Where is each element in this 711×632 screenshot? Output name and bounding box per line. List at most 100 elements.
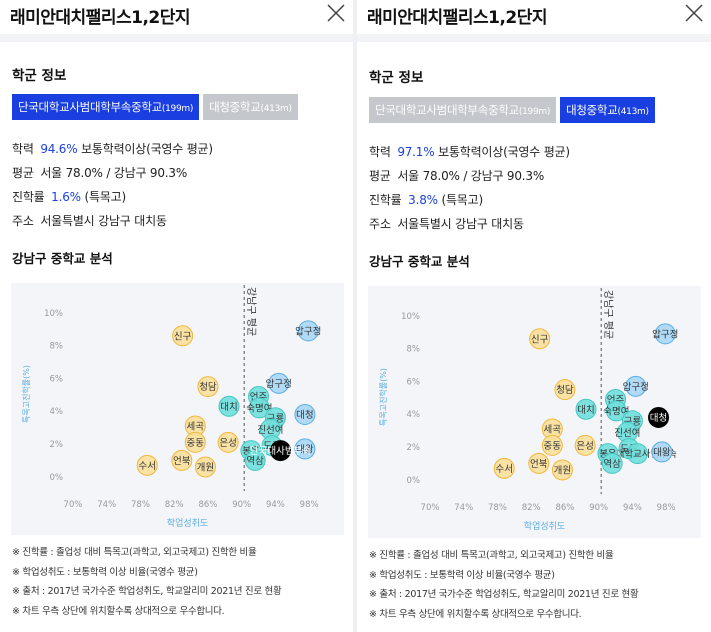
school-point: 숙명여	[603, 400, 629, 422]
school-point: 중동	[184, 431, 206, 453]
close-icon[interactable]	[325, 2, 347, 24]
tab-distance: (199m)	[518, 107, 551, 117]
point-bubble	[648, 406, 670, 428]
x-tick-label: 98%	[657, 503, 676, 513]
school-tabs: 단국대학교사범대학부속중학교(199m) 대청중학교(413m)	[12, 94, 302, 120]
point-label: 중동	[544, 441, 562, 452]
info-label: 진학률	[369, 193, 402, 207]
point-bubble	[297, 320, 319, 342]
footnote: ※ 학업성취도 : 보통학력 이상 비율(국영수 평균)	[12, 566, 198, 578]
point-label: 진선여	[257, 424, 283, 436]
x-tick-label: 98%	[300, 500, 319, 510]
address-text: 서울특별시 강남구 대치동	[40, 214, 167, 228]
point-label: 세곡	[187, 421, 205, 432]
info-label: 평균	[12, 166, 34, 180]
point-bubble	[269, 440, 291, 462]
school-point: 대왕	[294, 438, 316, 460]
x-tick-label: 82%	[165, 500, 184, 510]
point-label: 개원	[554, 465, 571, 476]
school-point: 역삼	[244, 449, 266, 471]
school-point: 중동	[541, 434, 563, 456]
point-bubble	[528, 452, 550, 474]
point-label: 언북	[173, 455, 191, 467]
scatter-chart-svg: 0% 2% 4% 6% 8% 10% 70% 74% 78% 82% 86% 90% 94% 98% 학업성…	[378, 288, 678, 532]
school-point: 청담	[197, 376, 219, 398]
advance-desc: (특목고)	[441, 193, 483, 207]
info-label: 주소	[12, 214, 34, 228]
school-point: 대청	[648, 406, 670, 428]
y-tick-label: 2%	[407, 443, 421, 453]
point-label: 압구정	[295, 325, 321, 337]
point-bubble	[605, 400, 627, 422]
point-label: 수서	[138, 461, 155, 472]
y-tick-label: 6%	[407, 377, 421, 387]
school-point: 대치	[218, 395, 240, 417]
tab-school-dankook[interactable]: 단국대학교사범대학부속중학교(199m)	[369, 97, 557, 123]
address-text: 서울특별시 강남구 대치동	[397, 217, 524, 231]
point-bubble	[197, 376, 219, 398]
y-axis-label: 특목고진학률(%)	[378, 368, 388, 426]
footnote: ※ 차트 우측 상단에 위치할수록 상대적으로 우수합니다.	[12, 605, 225, 617]
school-point: 단국대학교사범부속	[598, 443, 677, 465]
school-point: 언북	[528, 452, 550, 474]
point-label: 수서	[495, 464, 512, 475]
point-bubble	[294, 438, 316, 460]
school-scatter-chart: 0% 2% 4% 6% 8% 10% 70% 74% 78% 82% 86% 90% 94% 98% 학업성…	[11, 283, 344, 535]
school-point: 압구정	[295, 320, 321, 342]
info-advance: 진학률 1.6% (특목고)	[12, 188, 126, 205]
school-point: 수서	[493, 457, 515, 479]
x-tick-label: 74%	[454, 503, 473, 513]
x-tick-label: 86%	[198, 500, 217, 510]
close-icon[interactable]	[683, 2, 705, 24]
point-bubble	[294, 403, 316, 425]
y-tick-label: 8%	[407, 345, 421, 355]
point-label: 구룡	[267, 413, 285, 424]
school-point: 언북	[171, 449, 193, 471]
point-label: 단국대학교사범부속	[598, 449, 677, 460]
tab-school-dankook[interactable]: 단국대학교사범대학부속중학교(199m)	[12, 94, 200, 120]
academic-value: 97.1%	[397, 145, 435, 159]
tab-school-daecheong[interactable]: 대청중학교(413m)	[560, 97, 655, 123]
point-label: 개원	[197, 462, 214, 473]
school-scatter-chart: 0% 2% 4% 6% 8% 10% 70% 74% 78% 82% 86% 90% 94% 98% 학업성…	[368, 286, 701, 538]
point-label: 대치	[577, 404, 594, 416]
gangnam-average-label: 강남구 평균	[245, 287, 257, 336]
school-point: 은성	[574, 434, 596, 456]
info-academic: 학력 97.1% 보통학력이상(국영수 평균)	[369, 143, 570, 160]
academic-desc: 보통학력이상(국영수 평균)	[438, 145, 570, 159]
y-tick-label: 6%	[50, 374, 64, 384]
tab-label: 단국대학교사범대학부속중학교	[375, 103, 519, 117]
info-academic: 학력 94.6% 보통학력이상(국영수 평균)	[12, 140, 213, 157]
y-tick-label: 0%	[50, 473, 64, 483]
section-divider	[0, 34, 353, 42]
x-tick-label: 86%	[555, 503, 574, 513]
academic-desc: 보통학력이상(국영수 평균)	[81, 142, 213, 156]
point-bubble	[194, 456, 216, 478]
school-point: 수서	[136, 454, 158, 476]
x-tick-label: 78%	[488, 503, 507, 513]
tab-label: 대청중학교	[209, 100, 261, 114]
point-bubble	[551, 459, 573, 481]
point-label: 숙명여	[246, 402, 272, 414]
point-label: 청담	[556, 384, 574, 396]
point-bubble	[244, 449, 266, 471]
x-tick-label: 94%	[623, 503, 642, 513]
x-tick-label: 90%	[232, 500, 251, 510]
academic-value: 94.6%	[40, 142, 78, 156]
point-bubble	[493, 457, 515, 479]
school-point: 역삼	[601, 452, 623, 474]
tab-school-daecheong[interactable]: 대청중학교(413m)	[203, 94, 298, 120]
point-bubble	[654, 323, 676, 345]
point-bubble	[171, 449, 193, 471]
point-label: 압구정	[623, 381, 649, 393]
info-label: 학력	[12, 142, 34, 156]
x-tick-label: 82%	[522, 503, 541, 513]
point-bubble	[248, 397, 270, 419]
advance-desc: (특목고)	[84, 190, 126, 204]
info-address: 주소 서울특별시 강남구 대치동	[12, 212, 167, 229]
x-tick-label: 78%	[131, 500, 150, 510]
x-tick-label: 70%	[64, 500, 83, 510]
point-label: 압구정	[266, 378, 292, 390]
footnotes: ※ 진학률 : 졸업성 대비 특목고(과학고, 외고국제고) 진학한 비율 ※ …	[12, 543, 282, 621]
y-tick-label: 0%	[407, 476, 421, 486]
